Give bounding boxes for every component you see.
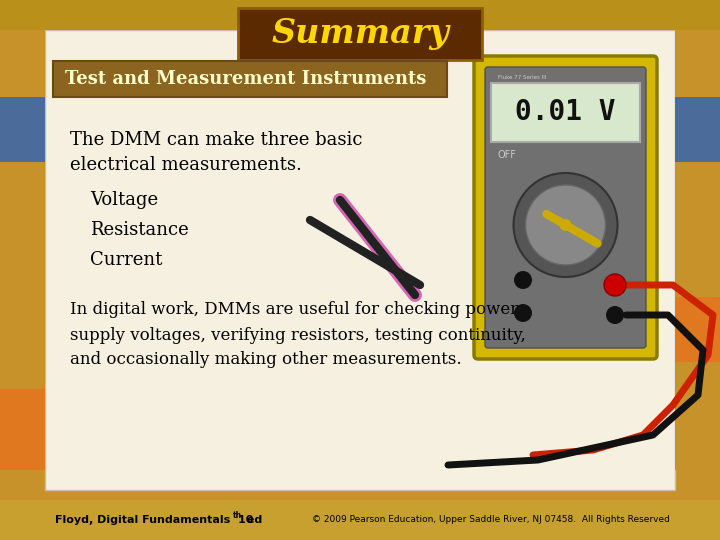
Bar	[0, 389, 45, 470]
Bar	[0, 259, 45, 389]
Circle shape	[514, 304, 532, 322]
Text: Resistance: Resistance	[90, 221, 189, 239]
Bar	[675, 97, 720, 162]
Bar	[0, 97, 45, 162]
Circle shape	[513, 173, 618, 277]
Text: ed: ed	[243, 515, 262, 525]
Text: Floyd, Digital Fundamentals  10: Floyd, Digital Fundamentals 10	[55, 515, 253, 525]
Text: The DMM can make three basic: The DMM can make three basic	[70, 131, 362, 149]
FancyBboxPatch shape	[474, 56, 657, 359]
Bar	[675, 0, 720, 97]
Bar	[0, 162, 45, 259]
Text: Current: Current	[90, 251, 163, 269]
Text: th: th	[233, 510, 242, 519]
Text: In digital work, DMMs are useful for checking power: In digital work, DMMs are useful for che…	[70, 301, 518, 319]
Bar	[675, 162, 720, 297]
Text: supply voltages, verifying resistors, testing continuity,: supply voltages, verifying resistors, te…	[70, 327, 526, 343]
Circle shape	[526, 185, 606, 265]
Text: Test and Measurement Instruments: Test and Measurement Instruments	[65, 70, 426, 88]
Bar	[0, 0, 45, 97]
Text: Summary: Summary	[271, 17, 449, 51]
Circle shape	[604, 274, 626, 296]
Bar	[0, 0, 720, 30]
Bar	[675, 362, 720, 470]
Bar	[0, 500, 720, 540]
Text: Voltage: Voltage	[90, 191, 158, 209]
Text: electrical measurements.: electrical measurements.	[70, 156, 302, 174]
FancyBboxPatch shape	[53, 61, 447, 97]
Text: OFF: OFF	[498, 150, 517, 160]
FancyBboxPatch shape	[485, 67, 646, 348]
Text: and occasionally making other measurements.: and occasionally making other measuremen…	[70, 352, 462, 368]
Text: © 2009 Pearson Education, Upper Saddle River, NJ 07458.  All Rights Reserved: © 2009 Pearson Education, Upper Saddle R…	[312, 516, 670, 524]
FancyBboxPatch shape	[238, 8, 482, 60]
Circle shape	[514, 271, 532, 289]
Circle shape	[559, 219, 572, 231]
Bar	[45, 30, 675, 490]
Text: Fluke 77 Series III: Fluke 77 Series III	[498, 75, 546, 80]
FancyBboxPatch shape	[491, 83, 640, 142]
Text: 0.01 V: 0.01 V	[516, 98, 616, 126]
Bar	[675, 297, 720, 362]
Circle shape	[606, 306, 624, 324]
